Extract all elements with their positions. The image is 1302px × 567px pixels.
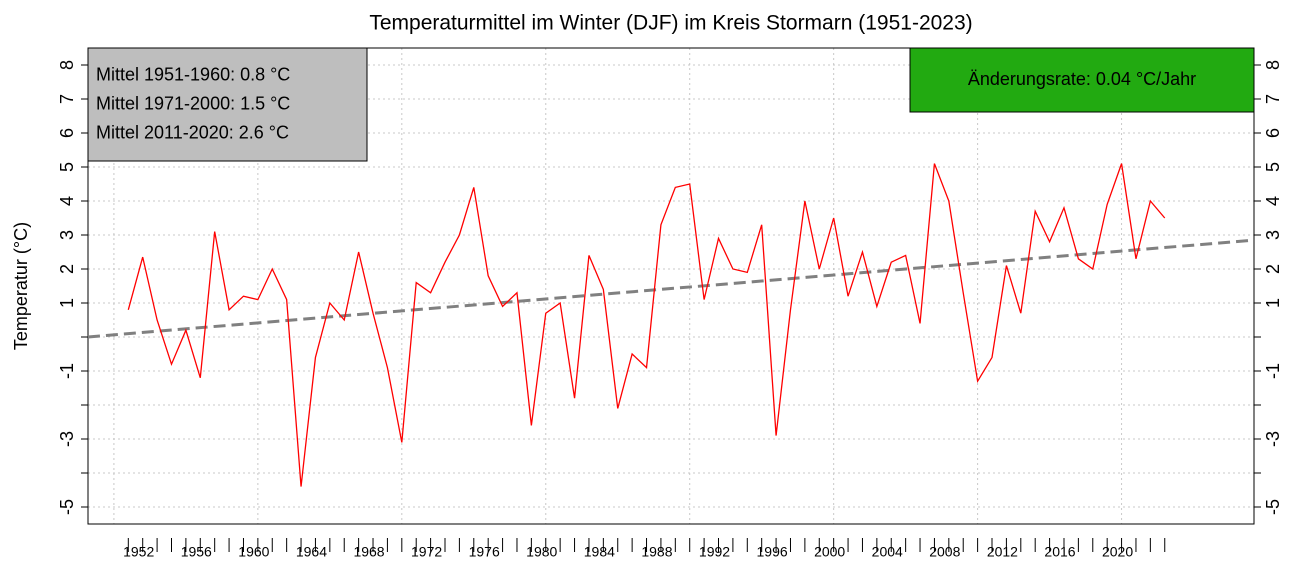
- chart-title: Temperaturmittel im Winter (DJF) im Krei…: [369, 12, 972, 35]
- y-tick-label: -3: [1263, 431, 1283, 447]
- annotation-text: Mittel 2011-2020: 2.6 °C: [96, 122, 289, 142]
- annotation-box: [87, 47, 368, 162]
- x-tick-label: 1960: [238, 544, 269, 560]
- y-tick-label: 8: [1263, 60, 1283, 70]
- data-line: [127, 163, 1166, 487]
- y-tick-label: -1: [57, 363, 77, 379]
- x-tick-label: 1956: [181, 544, 212, 560]
- annotation-text: Änderungsrate: 0.04 °C/Jahr: [968, 69, 1196, 89]
- y-tick-label: 6: [1263, 128, 1283, 138]
- x-tick-label: 1996: [757, 544, 788, 560]
- y-tick-label: 1: [57, 298, 77, 308]
- y-tick-label: -1: [1263, 363, 1283, 379]
- x-tick-label: 2004: [872, 544, 903, 560]
- y-tick-label: 1: [1263, 298, 1283, 308]
- y-tick-label: 6: [57, 128, 77, 138]
- annotation-text: Mittel 1971-2000: 1.5 °C: [96, 93, 290, 113]
- x-tick-label: 2020: [1102, 544, 1133, 560]
- x-tick-label: 1968: [353, 544, 384, 560]
- x-tick-label: 2000: [814, 544, 845, 560]
- y-tick-label: 5: [1263, 162, 1283, 172]
- x-tick-label: 2012: [987, 544, 1018, 560]
- annotation-text: Mittel 1951-1960: 0.8 °C: [96, 64, 290, 84]
- x-tick-label: 2016: [1044, 544, 1075, 560]
- y-tick-label: 3: [1263, 230, 1283, 240]
- x-tick-label: 1952: [123, 544, 154, 560]
- y-tick-label: 2: [1263, 264, 1283, 274]
- x-tick-label: 1976: [469, 544, 500, 560]
- x-tick-label: 1992: [699, 544, 730, 560]
- plot-frame: [87, 47, 1255, 525]
- y-tick-label: 3: [57, 230, 77, 240]
- y-axis-title: Temperatur (°C): [11, 222, 31, 350]
- annotation-box: [909, 47, 1255, 113]
- x-tick-label: 1980: [526, 544, 557, 560]
- y-tick-label: -3: [57, 431, 77, 447]
- x-tick-label: 1984: [584, 544, 615, 560]
- x-tick-label: 2008: [929, 544, 960, 560]
- y-tick-label: 7: [57, 94, 77, 104]
- y-tick-label: 4: [1263, 196, 1283, 206]
- y-tick-label: 2: [57, 264, 77, 274]
- y-tick-label: -5: [1263, 499, 1283, 515]
- y-tick-label: 7: [1263, 94, 1283, 104]
- y-tick-label: -5: [57, 499, 77, 515]
- x-tick-label: 1972: [411, 544, 442, 560]
- x-tick-label: 1964: [296, 544, 327, 560]
- y-tick-label: 5: [57, 162, 77, 172]
- y-tick-label: 8: [57, 60, 77, 70]
- trend-line: [87, 238, 1255, 339]
- x-tick-label: 1988: [641, 544, 672, 560]
- y-tick-label: 4: [57, 196, 77, 206]
